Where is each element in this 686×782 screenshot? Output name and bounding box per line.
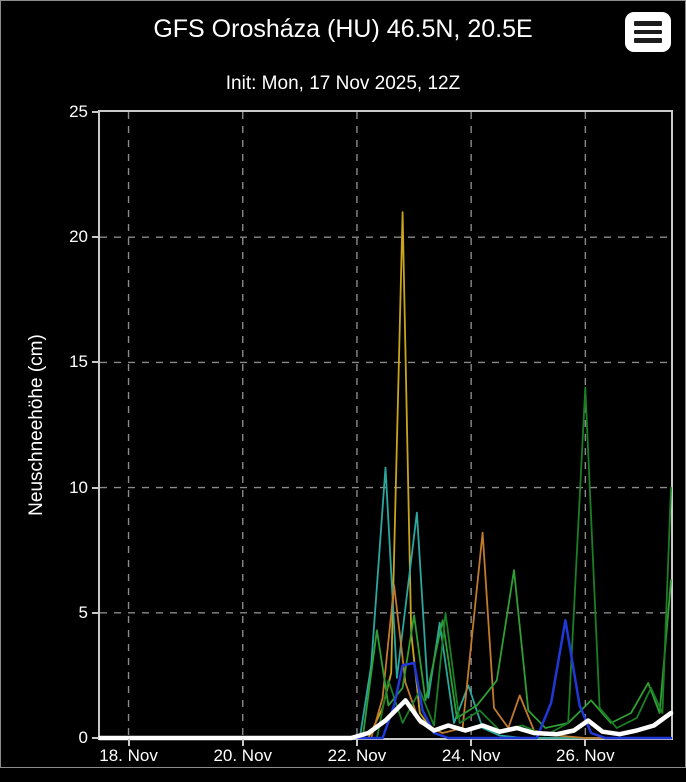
chart-svg [97,112,674,741]
x-tick-label: 18. Nov [99,746,158,765]
y-tick-mark [92,111,99,113]
y-tick-mark [92,361,99,364]
x-tick-mark [127,739,130,746]
x-tick-mark [470,739,473,746]
plot-area[interactable]: 0 5 10 15 20 25 18. Nov 20. Nov 22. Nov 24. Nov 26… [69,102,674,765]
series-member-green [99,569,672,739]
x-tick-mark [584,739,587,746]
y-tick-mark [92,611,99,614]
menu-button[interactable] [625,12,671,52]
header: GFS Orosháza (HU) 46.5N, 20.5E [1,1,685,56]
y-tick-label: 15 [69,352,88,372]
y-tick-label: 5 [78,602,88,622]
hamburger-menu-icon [634,38,662,43]
series-ensemble-mean-white [97,698,674,741]
hamburger-menu-icon [634,21,662,26]
y-tick-label: 0 [78,728,88,747]
page-title: GFS Orosháza (HU) 46.5N, 20.5E [153,15,533,43]
x-tick-mark [355,739,358,746]
chart-area: Neuschneehöhe (cm) 0 5 10 15 20 25 18. Nov 20. … [1,102,685,782]
y-tick-mark [92,737,99,739]
y-tick-label: 25 [69,102,88,121]
init-subtitle: Init: Mon, 17 Nov 2025, 12Z [225,73,461,94]
x-tick-label: 20. Nov [213,746,273,765]
y-tick-label: 20 [69,227,88,247]
y-tick-mark [92,236,99,239]
x-tick-label: 24. Nov [441,746,501,765]
x-tick-label: 26. Nov [556,746,615,765]
y-tick-label: 10 [69,477,88,497]
y-tick-mark [92,486,99,489]
hamburger-menu-icon [634,29,662,35]
y-axis-label: Neuschneehöhe (cm) [26,334,47,516]
x-tick-label: 22. Nov [327,746,387,765]
x-tick-mark [241,739,244,746]
